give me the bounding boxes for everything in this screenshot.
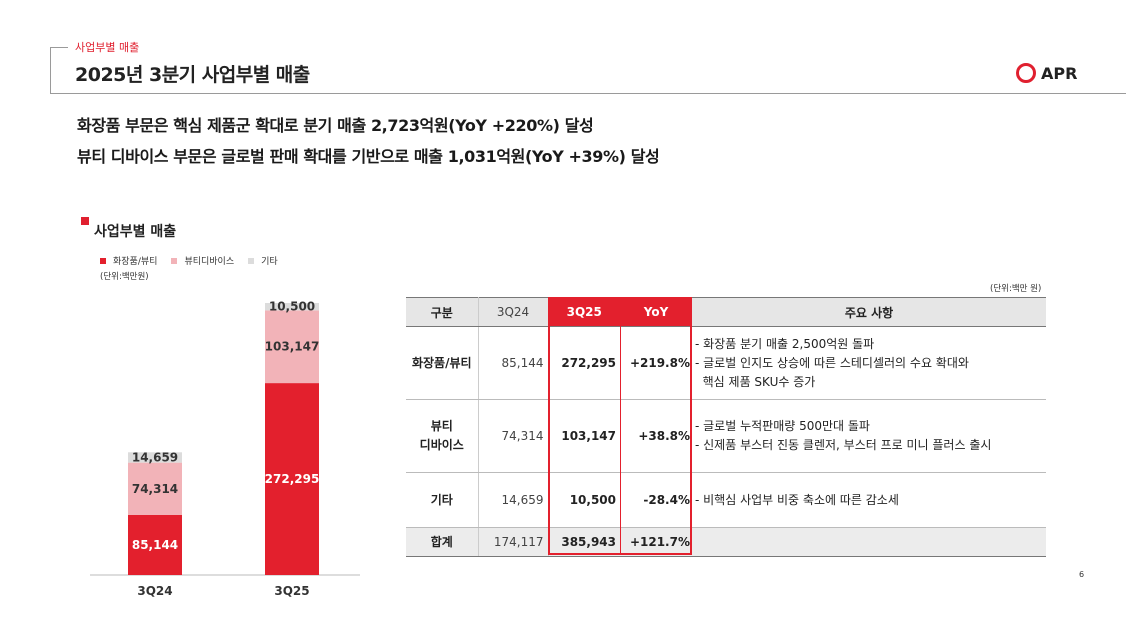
total-3q24-value: 174,117 xyxy=(478,527,549,557)
legend-item-cosmetics: 화장품/뷰티 xyxy=(100,254,157,267)
bar-value-label: 10,500 xyxy=(269,300,315,314)
row-category-text: 화장품/뷰티 xyxy=(411,355,472,370)
table-header-3q25: 3Q25 xyxy=(548,297,620,327)
header-frame xyxy=(50,47,51,93)
page-title: 2025년 3분기 사업부별 매출 xyxy=(75,64,310,86)
stacked-bar-chart: 85,144 74,314 14,659 3Q24 272,295 103,147 10,5… xyxy=(90,300,360,598)
row-category: 뷰티 디바이스 xyxy=(406,399,479,473)
row-3q25-value: 10,500 xyxy=(548,472,620,528)
legend-swatch-cosmetics xyxy=(100,257,106,264)
x-axis-tick-label: 3Q25 xyxy=(274,584,309,598)
row-3q25-value: 103,147 xyxy=(548,399,620,473)
section-marker-icon xyxy=(81,217,89,225)
total-notes-empty xyxy=(692,527,1046,557)
bar-value-label: 272,295 xyxy=(265,472,320,486)
row-category-text: 뷰티 xyxy=(430,419,453,433)
logo-ring-icon xyxy=(1016,63,1036,83)
table-total-row: 합계 174,117 385,943 +121.7% xyxy=(406,527,1046,557)
chart-title: 사업부별 매출 xyxy=(94,224,177,240)
table-row: 뷰티 디바이스 74,314 103,147 +38.8% - 글로벌 누적판매… xyxy=(406,399,1046,473)
row-category: 기타 xyxy=(406,472,479,528)
bar-segment-3Q24-0 xyxy=(128,514,182,575)
table-row: 기타 14,659 10,500 -28.4% - 비핵심 사업부 비중 축소에… xyxy=(406,472,1046,528)
header-top-rule xyxy=(50,47,68,48)
table-header-category: 구분 xyxy=(406,297,479,327)
bar-value-label: 74,314 xyxy=(132,482,178,496)
note-line: - 신제품 부스터 진동 클렌저, 부스터 프로 미니 플러스 출시 xyxy=(695,438,992,452)
bar-value-label: 103,147 xyxy=(265,340,320,354)
bar-value-label: 14,659 xyxy=(132,450,178,464)
table-header-3q24: 3Q24 xyxy=(478,297,549,327)
total-label: 합계 xyxy=(406,527,479,557)
table-row: 화장품/뷰티 85,144 272,295 +219.8% - 화장품 분기 매… xyxy=(406,326,1046,400)
row-category-text: 디바이스 xyxy=(419,438,464,452)
row-notes: - 비핵심 사업부 비중 축소에 따른 감소세 xyxy=(692,472,1046,528)
headline-device: 뷰티 디바이스 부문은 글로벌 판매 확대를 기반으로 매출 1,031억원(Y… xyxy=(77,147,660,166)
table-header-notes: 주요 사항 xyxy=(692,297,1046,327)
highlight-divider xyxy=(620,297,621,555)
section-tag: 사업부별 매출 xyxy=(75,41,140,54)
revenue-table: 구분 3Q24 3Q25 YoY 주요 사항 화장품/뷰티 85,144 272… xyxy=(406,297,1046,557)
company-logo: APR xyxy=(1016,63,1077,83)
bar-segment-3Q24-2 xyxy=(128,452,182,463)
bar-value-label: 85,144 xyxy=(132,538,178,552)
note-line: 핵심 제품 SKU수 증가 xyxy=(695,374,816,389)
row-yoy-value: -28.4% xyxy=(620,472,692,528)
legend-swatch-device xyxy=(171,257,178,264)
logo-text: APR xyxy=(1041,63,1078,83)
total-yoy-value: +121.7% xyxy=(620,527,692,557)
bar-segment-3Q25-2 xyxy=(265,303,319,311)
row-yoy-value: +219.8% xyxy=(620,326,692,400)
row-category-text: 기타 xyxy=(430,492,453,507)
legend-swatch-other xyxy=(248,257,255,264)
legend-item-device: 뷰티디바이스 xyxy=(171,254,234,267)
bar-segment-3Q25-0 xyxy=(265,383,319,575)
row-category: 화장품/뷰티 xyxy=(406,326,479,400)
chart-unit-label: (단위:백만원) xyxy=(100,272,149,282)
headline-cosmetics: 화장품 부문은 핵심 제품군 확대로 분기 매출 2,723억원(YoY +22… xyxy=(77,116,594,135)
note-line: - 글로벌 누적판매량 500만대 돌파 xyxy=(695,419,870,433)
total-3q25-value: 385,943 xyxy=(548,527,620,557)
page-number: 6 xyxy=(1079,570,1085,579)
row-3q25-value: 272,295 xyxy=(548,326,620,400)
bar-segment-3Q25-1 xyxy=(265,310,319,384)
note-line: - 비핵심 사업부 비중 축소에 따른 감소세 xyxy=(695,492,899,507)
legend-item-other: 기타 xyxy=(248,254,278,267)
chart-legend: 화장품/뷰티 뷰티디바이스 기타 xyxy=(100,254,292,267)
x-axis-tick-label: 3Q24 xyxy=(137,584,172,598)
note-line: - 글로벌 인지도 상승에 따른 스테디셀러의 수요 확대와 xyxy=(695,355,969,370)
row-notes: - 화장품 분기 매출 2,500억원 돌파 - 글로벌 인지도 상승에 따른 … xyxy=(692,326,1046,400)
header-rule xyxy=(50,93,1126,94)
row-yoy-value: +38.8% xyxy=(620,399,692,473)
row-notes: - 글로벌 누적판매량 500만대 돌파 - 신제품 부스터 진동 클렌저, 부… xyxy=(692,399,1046,473)
note-line: - 화장품 분기 매출 2,500억원 돌파 xyxy=(695,336,875,351)
legend-label-device: 뷰티디바이스 xyxy=(184,257,235,267)
table-header-yoy: YoY xyxy=(620,297,692,327)
table-unit-label: (단위:백만 원) xyxy=(990,284,1042,294)
row-3q24-value: 85,144 xyxy=(478,326,549,400)
bar-segment-3Q24-1 xyxy=(128,462,182,515)
row-3q24-value: 14,659 xyxy=(478,472,549,528)
legend-label-cosmetics: 화장품/뷰티 xyxy=(113,257,158,267)
table-header-row: 구분 3Q24 3Q25 YoY 주요 사항 xyxy=(406,297,1046,327)
row-3q24-value: 74,314 xyxy=(478,399,549,473)
legend-label-other: 기타 xyxy=(261,257,278,267)
